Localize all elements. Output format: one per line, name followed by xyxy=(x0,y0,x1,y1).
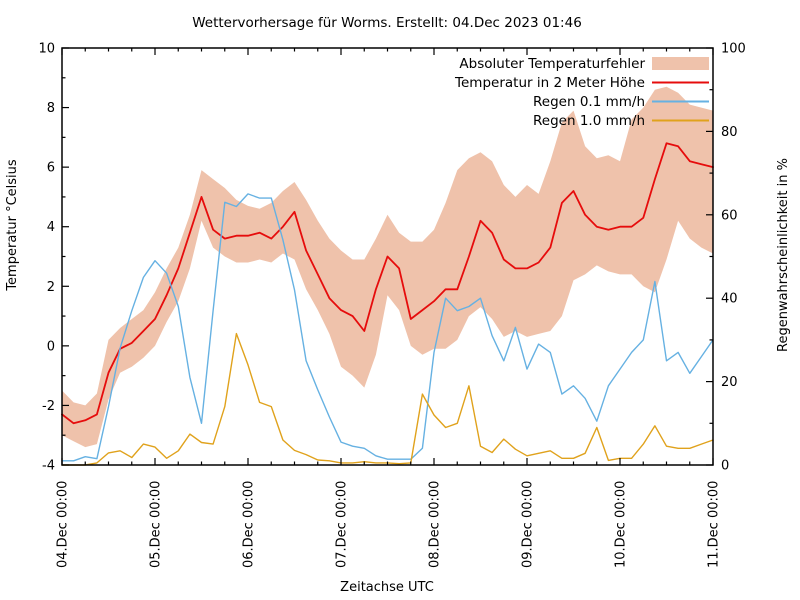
rain10-line xyxy=(61,332,714,466)
legend-label: Regen 0.1 mm/h xyxy=(533,94,645,110)
y-right-tick-label: 60 xyxy=(721,208,738,223)
x-tick-label: 05.Dec 00:00 xyxy=(149,481,164,568)
y-right-axis-label: Regenwahrscheinlichkeit in % xyxy=(776,158,791,352)
plot-frame-and-ticks xyxy=(61,47,714,466)
legend-label: Regen 1.0 mm/h xyxy=(533,113,645,129)
y-right-tick-label: 40 xyxy=(721,292,738,307)
rain01-line xyxy=(61,193,714,462)
y-left-tick-label: 2 xyxy=(47,280,55,295)
legend-label: Temperatur in 2 Meter Höhe xyxy=(454,75,645,91)
y-left-tick-label: -2 xyxy=(42,399,55,414)
y-left-tick-label: 8 xyxy=(47,101,55,116)
x-tick-label: 11.Dec 00:00 xyxy=(707,481,722,568)
y-right-tick-label: 80 xyxy=(721,125,738,140)
legend-band-swatch xyxy=(652,57,709,70)
error-band-layer xyxy=(62,86,713,448)
y-left-tick-label: 0 xyxy=(47,339,55,354)
x-tick-label: 04.Dec 00:00 xyxy=(56,481,71,568)
legend-label: Absoluter Temperaturfehler xyxy=(459,56,645,72)
chart-title: Wettervorhersage für Worms. Erstellt: 04… xyxy=(192,15,582,31)
y-left-tick-label: 10 xyxy=(38,42,55,57)
x-tick-label: 06.Dec 00:00 xyxy=(242,481,257,568)
legend: Absoluter Temperaturfehler Temperatur in … xyxy=(454,56,709,129)
x-tick-label: 07.Dec 00:00 xyxy=(335,481,350,568)
error-band xyxy=(62,86,713,448)
y-left-tick-label: 6 xyxy=(47,161,55,176)
x-tick-label: 08.Dec 00:00 xyxy=(428,481,443,568)
y-left-tick-label: -4 xyxy=(42,459,55,474)
y-right-tick-label: 100 xyxy=(721,42,746,57)
y-left-tick-label: 4 xyxy=(47,220,55,235)
y-left-axis-label: Temperatur °Celsius xyxy=(5,159,20,292)
y-right-tick-label: 0 xyxy=(721,459,729,474)
x-tick-label: 10.Dec 00:00 xyxy=(614,481,629,568)
y-right-tick-label: 20 xyxy=(721,375,738,390)
x-axis-label: Zeitachse UTC xyxy=(340,580,434,595)
x-tick-label: 09.Dec 00:00 xyxy=(521,481,536,568)
